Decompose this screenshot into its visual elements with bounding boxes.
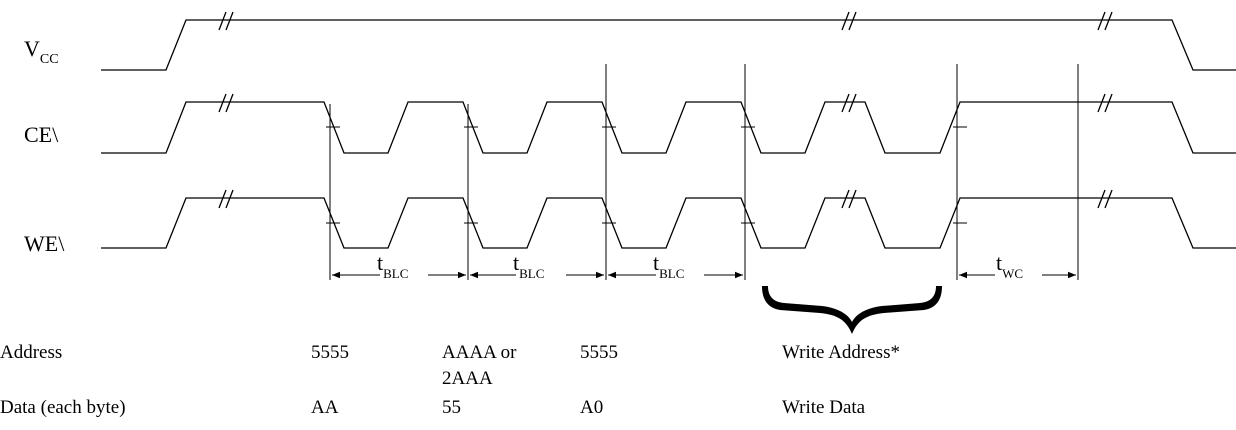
data-row-label: Data (each byte): [0, 397, 126, 418]
twc-label: tWC: [996, 250, 1023, 281]
vcc-waveform: [101, 19, 1236, 71]
data-cell-1: AA: [311, 397, 339, 418]
we-break-marks: [218, 189, 1113, 209]
we-label: WE\: [24, 231, 65, 256]
tblc-label-1: tBLC: [377, 250, 408, 281]
we-waveform: [101, 197, 1236, 249]
tblc-label-2: tBLC: [513, 250, 544, 281]
data-cell-3: A0: [580, 397, 603, 418]
vcc-break-marks: [218, 11, 1113, 31]
address-cell-2b: 2AAA: [442, 368, 493, 389]
address-cell-2: AAAA or: [442, 342, 517, 363]
address-cell-4: Write Address*: [782, 342, 900, 363]
address-row-label: Address: [0, 342, 62, 363]
tblc-label-3: tBLC: [653, 250, 684, 281]
vcc-label: VCC: [24, 36, 59, 67]
data-cell-2: 55: [442, 397, 461, 418]
reference-lines: [329, 64, 1079, 280]
address-cell-3: 5555: [580, 342, 618, 363]
ce-waveform: [101, 101, 1236, 154]
write-cycle-brace: [762, 286, 942, 334]
data-cell-4: Write Data: [782, 397, 866, 418]
crossing-ticks: [326, 126, 967, 224]
ce-break-marks: [218, 93, 1113, 113]
ce-label: CE\: [24, 122, 59, 147]
address-cell-1: 5555: [311, 342, 349, 363]
